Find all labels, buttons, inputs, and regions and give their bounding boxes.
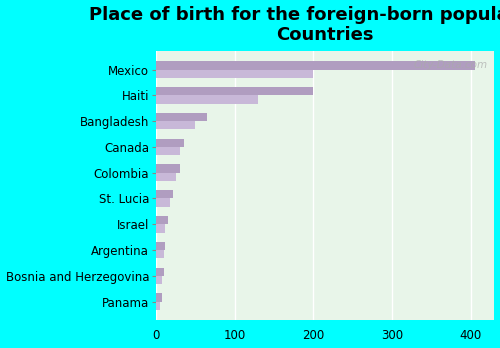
Bar — [156, 173, 176, 181]
Bar — [156, 198, 170, 207]
Bar — [156, 276, 162, 284]
Bar — [156, 95, 258, 104]
Bar — [156, 293, 162, 302]
Bar — [156, 242, 166, 250]
Bar — [156, 165, 180, 173]
Bar — [156, 216, 168, 224]
Bar — [156, 139, 184, 147]
Bar — [156, 87, 314, 95]
Bar — [156, 121, 196, 129]
Bar — [156, 190, 174, 198]
Bar — [156, 302, 160, 310]
Bar — [156, 147, 180, 155]
Text: City-Data.com: City-Data.com — [414, 60, 488, 70]
Bar — [156, 268, 164, 276]
Bar — [156, 250, 164, 258]
Bar — [156, 70, 314, 78]
Bar — [156, 113, 207, 121]
Bar — [156, 61, 475, 70]
Title: Place of birth for the foreign-born population -
Countries: Place of birth for the foreign-born popu… — [88, 6, 500, 44]
Bar — [156, 224, 166, 232]
